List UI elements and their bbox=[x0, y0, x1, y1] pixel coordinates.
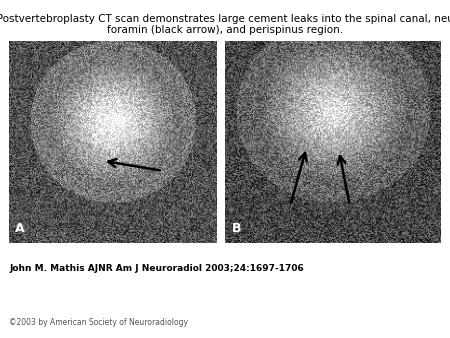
Text: A: A bbox=[15, 222, 25, 235]
Text: A, Postvertebroplasty CT scan demonstrates large cement leaks into the spinal ca: A, Postvertebroplasty CT scan demonstrat… bbox=[0, 14, 450, 35]
Text: ©2003 by American Society of Neuroradiology: ©2003 by American Society of Neuroradiol… bbox=[9, 318, 188, 327]
Text: AMERICAN JOURNAL OF NEURORADIOLOGY: AMERICAN JOURNAL OF NEURORADIOLOGY bbox=[303, 312, 408, 317]
Text: John M. Mathis AJNR Am J Neuroradiol 2003;24:1697-1706: John M. Mathis AJNR Am J Neuroradiol 200… bbox=[9, 264, 304, 273]
Text: AJNR: AJNR bbox=[317, 277, 394, 305]
Text: B: B bbox=[231, 222, 241, 235]
